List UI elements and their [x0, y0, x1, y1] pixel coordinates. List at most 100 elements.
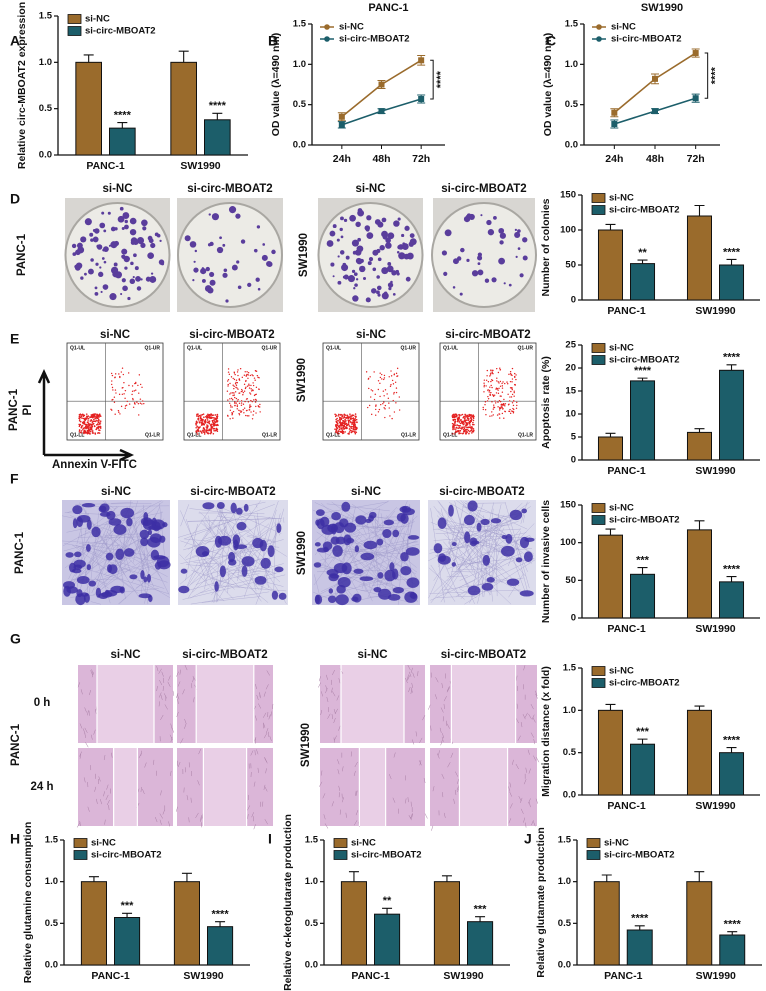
significance: ****: [723, 246, 741, 258]
event: [87, 427, 90, 430]
cell: [451, 562, 456, 567]
colony: [340, 216, 344, 221]
event: [97, 427, 100, 429]
cell-streak: [253, 781, 256, 787]
cell-streak: [523, 665, 526, 671]
cell: [506, 578, 520, 586]
y-tick-label: 1.0: [565, 59, 578, 70]
event: [212, 417, 214, 419]
event: [354, 418, 357, 420]
cell-streak: [336, 695, 340, 701]
event: [245, 380, 247, 383]
cell-streak: [432, 786, 435, 792]
pore: [90, 601, 102, 605]
event: [452, 426, 454, 428]
bar: [597, 436, 623, 461]
event: [348, 428, 351, 430]
event: [124, 407, 126, 410]
event: [227, 371, 230, 373]
event: [390, 384, 392, 386]
event: [501, 406, 503, 408]
event: [205, 417, 208, 419]
pore: [371, 525, 413, 529]
colony: [72, 252, 77, 256]
pore: [439, 518, 506, 537]
event: [231, 399, 234, 401]
cell: [355, 515, 367, 525]
cell: [482, 554, 490, 566]
pore: [120, 515, 143, 567]
cell-streak: [447, 762, 451, 768]
event: [207, 421, 209, 423]
quadrant-label: Q1-UR: [517, 345, 533, 351]
cell-streak: [509, 791, 513, 797]
colony: [441, 250, 447, 256]
event: [491, 379, 494, 382]
y-tick-label: 50: [565, 260, 576, 271]
panel-letter: E: [10, 331, 19, 347]
cell-streak: [353, 820, 358, 826]
colony: [222, 272, 228, 278]
event: [465, 423, 468, 426]
cell-streak: [93, 729, 96, 735]
event: [84, 417, 87, 419]
event: [233, 385, 235, 388]
event: [382, 390, 385, 392]
event: [512, 404, 515, 407]
y-tick-label: 1.0: [305, 876, 318, 887]
legend-swatch: [591, 355, 606, 365]
legend-label: si-circ-MBOAT2: [85, 26, 156, 37]
y-tick-label: 5: [571, 432, 577, 443]
event: [214, 421, 217, 424]
event: [499, 395, 501, 397]
pore: [463, 505, 504, 554]
event: [230, 406, 232, 408]
pore: [205, 535, 217, 539]
event: [466, 422, 469, 424]
colony: [141, 219, 148, 227]
event: [197, 426, 200, 429]
colony: [372, 249, 379, 256]
event: [226, 390, 229, 392]
cell: [88, 580, 97, 587]
pore: [483, 508, 494, 598]
wound: [113, 748, 138, 826]
bar: [207, 926, 234, 966]
event: [484, 401, 487, 403]
pore: [179, 537, 235, 585]
event: [451, 415, 454, 417]
colony: [140, 278, 143, 281]
legend-swatch: [591, 678, 606, 688]
colony: [381, 217, 387, 223]
event: [514, 375, 516, 378]
y-tick-label: 1.5: [558, 835, 572, 846]
y-tick-label: 0.0: [558, 960, 571, 971]
event: [87, 417, 90, 420]
event: [511, 367, 514, 370]
legend-label: si-NC: [609, 666, 634, 677]
event: [487, 397, 490, 400]
event: [496, 387, 498, 390]
pore: [271, 513, 281, 551]
event: [249, 374, 252, 377]
colony: [337, 255, 340, 258]
colony: [452, 286, 456, 289]
event: [226, 414, 229, 417]
colony: [487, 229, 495, 236]
event: [354, 422, 356, 424]
colony: [397, 217, 401, 221]
event: [236, 371, 239, 373]
event: [211, 414, 214, 417]
event: [515, 407, 518, 409]
panel-letter: J: [524, 831, 532, 847]
event: [489, 374, 492, 376]
column-label: si-NC: [355, 183, 385, 195]
error-bar: [441, 875, 452, 882]
cell-streak: [318, 676, 321, 682]
cell-streak: [247, 814, 249, 820]
colony: [522, 255, 528, 261]
event: [82, 428, 84, 431]
pore: [465, 521, 519, 537]
event: [124, 389, 127, 392]
event: [249, 404, 251, 406]
